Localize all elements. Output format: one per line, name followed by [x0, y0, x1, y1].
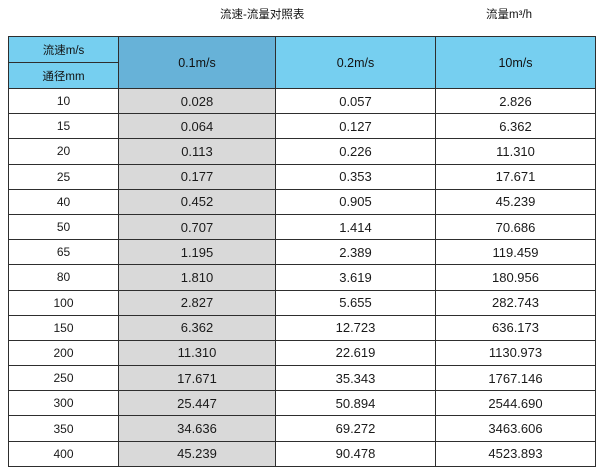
cell-flow-rate-col-1: 12.723 [275, 314, 436, 341]
cell-flow-rate-col-1: 0.905 [275, 188, 436, 215]
table-body: 10 0.028 0.057 2.826 15 0.064 0.127 6.362 20 0.11… [8, 87, 596, 467]
table-title: 流速-流量对照表 [220, 9, 305, 21]
cell-flow-rate-col-1: 1.414 [275, 213, 436, 241]
cell-flow-rate-col-2: 282.743 [435, 289, 596, 316]
cell-flow-rate-col-0: 1.810 [118, 264, 276, 291]
cell-flow-rate-col-0: 11.310 [118, 339, 276, 367]
table-row: 25 0.177 0.353 17.671 [8, 163, 596, 190]
cell-nominal-diameter: 150 [8, 314, 119, 341]
cell-flow-rate-col-1: 0.353 [275, 163, 436, 190]
cell-flow-rate-col-2: 2.826 [435, 87, 596, 115]
cell-flow-rate-col-1: 0.226 [275, 138, 436, 165]
cell-nominal-diameter: 15 [8, 113, 119, 140]
cell-flow-rate-col-2: 11.310 [435, 138, 596, 165]
cell-flow-rate-col-0: 0.064 [118, 113, 276, 140]
table-row: 250 17.671 35.343 1767.146 [8, 365, 596, 392]
cell-flow-rate-col-2: 4523.893 [435, 440, 596, 467]
cell-flow-rate-col-2: 3463.606 [435, 415, 596, 442]
cell-flow-rate-col-1: 50.894 [275, 390, 436, 417]
cell-flow-rate-col-0: 6.362 [118, 314, 276, 341]
cell-flow-rate-col-2: 180.956 [435, 264, 596, 291]
cell-nominal-diameter: 400 [8, 440, 119, 467]
cell-nominal-diameter: 200 [8, 339, 119, 367]
cell-flow-rate-col-2: 2544.690 [435, 390, 596, 417]
table-row: 40 0.452 0.905 45.239 [8, 188, 596, 215]
caption-bar: 流速-流量对照表 流量m³/h [0, 0, 600, 36]
table-row: 20 0.113 0.226 11.310 [8, 138, 596, 165]
table-row: 350 34.636 69.272 3463.606 [8, 415, 596, 442]
cell-flow-rate-col-0: 0.452 [118, 188, 276, 215]
cell-nominal-diameter: 250 [8, 365, 119, 392]
table-row: 150 6.362 12.723 636.173 [8, 314, 596, 341]
table-header-row-bottom: 通径mm [8, 62, 596, 89]
cell-flow-rate-col-0: 0.177 [118, 163, 276, 190]
corner-header-diameter-label: 通径mm [8, 62, 119, 89]
table-row: 65 1.195 2.389 119.459 [8, 239, 596, 266]
cell-flow-rate-col-0: 34.636 [118, 415, 276, 442]
flow-velocity-comparison-table: 流速m/s 0.1m/s 0.2m/s 10m/s 通径mm 10 0.028 0.… [8, 36, 596, 467]
cell-flow-rate-col-0: 0.113 [118, 138, 276, 165]
cell-flow-rate-col-0: 2.827 [118, 289, 276, 316]
cell-nominal-diameter: 65 [8, 239, 119, 266]
cell-flow-rate-col-2: 1767.146 [435, 365, 596, 392]
cell-nominal-diameter: 100 [8, 289, 119, 316]
cell-nominal-diameter: 20 [8, 138, 119, 165]
cell-flow-rate-col-2: 636.173 [435, 314, 596, 341]
cell-nominal-diameter: 10 [8, 87, 119, 115]
cell-nominal-diameter: 80 [8, 264, 119, 291]
table-row: 80 1.810 3.619 180.956 [8, 264, 596, 291]
column-header-1: 0.2m/s [275, 36, 436, 89]
cell-flow-rate-col-1: 5.655 [275, 289, 436, 316]
table-row: 100 2.827 5.655 282.743 [8, 289, 596, 316]
cell-flow-rate-col-0: 25.447 [118, 390, 276, 417]
table-row: 300 25.447 50.894 2544.690 [8, 390, 596, 417]
cell-flow-rate-col-1: 90.478 [275, 440, 436, 467]
cell-flow-rate-col-2: 119.459 [435, 239, 596, 266]
cell-flow-rate-col-1: 22.619 [275, 339, 436, 367]
cell-flow-rate-col-2: 1130.973 [435, 339, 596, 367]
cell-flow-rate-col-1: 35.343 [275, 365, 436, 392]
cell-flow-rate-col-1: 0.127 [275, 113, 436, 140]
table-row: 200 11.310 22.619 1130.973 [8, 339, 596, 367]
cell-flow-rate-col-0: 1.195 [118, 239, 276, 266]
table-row: 50 0.707 1.414 70.686 [8, 213, 596, 241]
flow-rate-unit-caption: 流量m³/h [486, 9, 532, 21]
table-header: 流速m/s 0.1m/s 0.2m/s 10m/s 通径mm [8, 36, 596, 89]
cell-nominal-diameter: 300 [8, 390, 119, 417]
cell-nominal-diameter: 40 [8, 188, 119, 215]
cell-nominal-diameter: 25 [8, 163, 119, 190]
table-row: 10 0.028 0.057 2.826 [8, 87, 596, 115]
column-header-2: 10m/s [435, 36, 596, 89]
corner-header-velocity-label: 流速m/s [8, 36, 119, 63]
cell-flow-rate-col-2: 45.239 [435, 188, 596, 215]
cell-flow-rate-col-0: 45.239 [118, 440, 276, 467]
cell-flow-rate-col-2: 17.671 [435, 163, 596, 190]
cell-nominal-diameter: 350 [8, 415, 119, 442]
cell-nominal-diameter: 50 [8, 213, 119, 241]
cell-flow-rate-col-0: 0.028 [118, 87, 276, 115]
column-header-0: 0.1m/s [118, 36, 276, 89]
cell-flow-rate-col-0: 17.671 [118, 365, 276, 392]
cell-flow-rate-col-1: 3.619 [275, 264, 436, 291]
cell-flow-rate-col-1: 2.389 [275, 239, 436, 266]
cell-flow-rate-col-1: 69.272 [275, 415, 436, 442]
table-header-row-top: 流速m/s 0.1m/s 0.2m/s 10m/s [8, 36, 596, 89]
cell-flow-rate-col-2: 6.362 [435, 113, 596, 140]
table-row: 15 0.064 0.127 6.362 [8, 113, 596, 140]
cell-flow-rate-col-0: 0.707 [118, 213, 276, 241]
cell-flow-rate-col-1: 0.057 [275, 87, 436, 115]
table-row: 400 45.239 90.478 4523.893 [8, 440, 596, 467]
cell-flow-rate-col-2: 70.686 [435, 213, 596, 241]
